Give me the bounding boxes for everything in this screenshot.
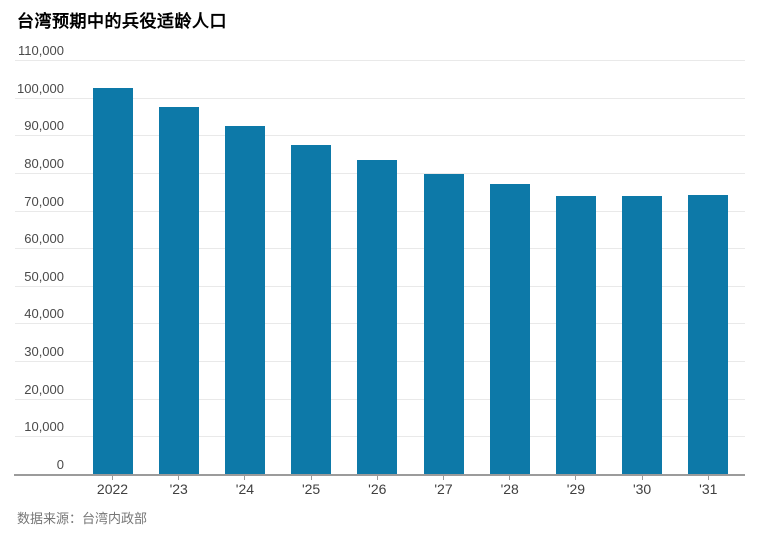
x-tick-label: '25 (301, 481, 321, 497)
y-tick-label: 40,000 (24, 306, 64, 322)
bar (489, 184, 530, 474)
x-axis-tick (244, 476, 246, 480)
bar (423, 174, 464, 474)
gridline (15, 135, 745, 137)
y-tick-label: 100,000 (17, 80, 64, 96)
y-tick-label: 30,000 (24, 344, 64, 360)
bar (224, 126, 265, 474)
x-axis-tick (112, 476, 113, 480)
x-axis-tick (575, 476, 577, 480)
x-tick-label: '30 (632, 481, 652, 497)
x-axis-tick (641, 476, 643, 480)
bar (555, 196, 596, 474)
y-tick-label: 80,000 (24, 155, 64, 171)
x-tick-label: '27 (434, 481, 453, 497)
bar (357, 159, 398, 474)
gridline (15, 97, 745, 99)
x-axis-tick (178, 476, 180, 480)
x-tick-label: '26 (368, 481, 387, 497)
x-axis-line (14, 474, 745, 476)
y-tick-label: 0 (56, 457, 64, 472)
bar (291, 144, 332, 474)
gridline (15, 60, 745, 61)
chart-title: 台湾预期中的兵役适龄人口 (17, 12, 227, 31)
bar (688, 194, 729, 474)
y-tick-label: 20,000 (24, 381, 64, 397)
y-tick-label: 90,000 (24, 118, 64, 134)
y-tick-label: 10,000 (24, 419, 64, 435)
x-axis-tick (310, 476, 312, 480)
bar (622, 196, 663, 474)
x-tick-label: '24 (235, 481, 255, 497)
y-tick-label: 70,000 (24, 193, 64, 209)
y-tick-label: 50,000 (24, 268, 64, 284)
y-tick-label: 110,000 (17, 43, 64, 58)
x-tick-label: '28 (500, 481, 519, 497)
bar (92, 88, 133, 474)
x-tick-label: '31 (699, 481, 718, 497)
bar (158, 107, 199, 474)
x-tick-label: '29 (566, 481, 586, 497)
x-axis-tick (376, 476, 378, 480)
x-axis-tick (509, 476, 511, 480)
x-axis-tick (443, 476, 444, 480)
plot-area: 0 10,000 20,000 30,000 40,000 50,000 60,000 70,… (14, 43, 745, 497)
source-note: 数据来源：台湾内政部 (17, 511, 148, 526)
x-tick-label: 2022 (96, 481, 129, 497)
y-tick-label: 60,000 (24, 231, 64, 247)
x-tick-label: '23 (169, 481, 188, 497)
x-axis-tick (707, 476, 709, 480)
